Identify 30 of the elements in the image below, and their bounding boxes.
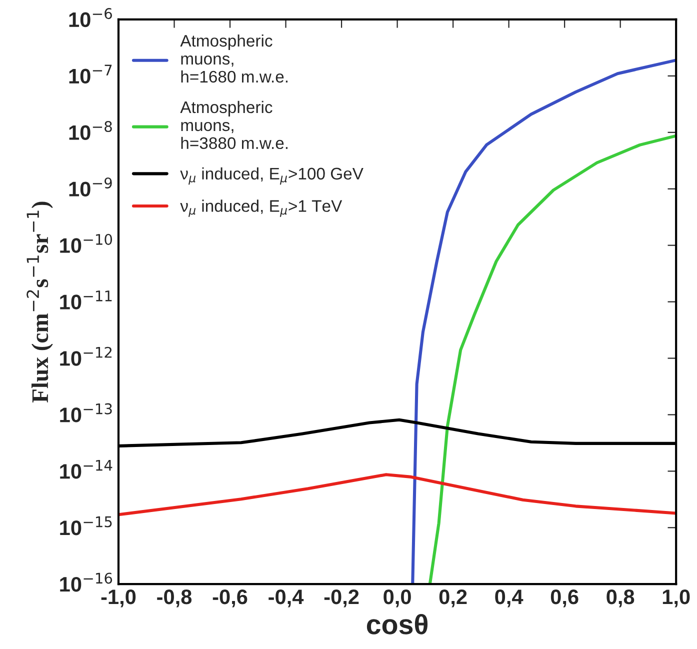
y-tick-label: 10$^{−8}$ [69,120,112,140]
y-tick-label: 10$^{−15}$ [60,516,112,536]
x-tick-label: 0,8 [606,590,634,608]
y-tick-label: 10$^{−14}$ [60,460,112,479]
x-tick-label: -1,0 [101,590,136,608]
y-tick-label: 10$^{−12}$ [60,346,112,366]
y-tick-label: 10$^{−10}$ [60,234,112,253]
x-tick-label: -0,8 [157,590,192,608]
x-tick-label: -0,2 [324,590,359,608]
line-series [428,134,676,584]
y-tick-label: 10$^{−11}$ [60,290,112,310]
x-tick-label: 0,2 [439,590,467,608]
line-series [118,473,676,516]
y-tick-label: 10$^{−13}$ [60,403,112,422]
x-tick-label: 0,4 [495,590,524,608]
x-tick-label: -0,4 [268,590,304,608]
x-tick-label: 0,0 [384,590,411,608]
x-axis-title: cosθ [366,614,428,634]
y-tick-label: 10$^{−7}$ [69,64,112,84]
legend-label: Atmospheric muons, h=3880 m.w.e. [180,100,288,150]
x-tick-label: -0,6 [212,590,248,608]
y-tick-label: 10$^{−6}$ [69,8,112,28]
y-tick-label: 10$^{−9}$ [69,177,112,196]
legend-label: Atmospheric muons, h=1680 m.w.e. [180,34,288,83]
legend-label: ν$_{μ}$ induced, E$_{μ}$>100 GeV [180,167,364,185]
x-tick-label: 0,6 [550,590,578,608]
y-axis-title: Flux (cm$^{−2}$s$^{−1}$sr$^{−1}$) [26,202,53,403]
legend-label: ν$_{μ}$ induced, E$_{μ}$>1 TeV [180,200,342,217]
x-tick-label: 1,0 [662,590,690,608]
line-series [411,58,676,584]
